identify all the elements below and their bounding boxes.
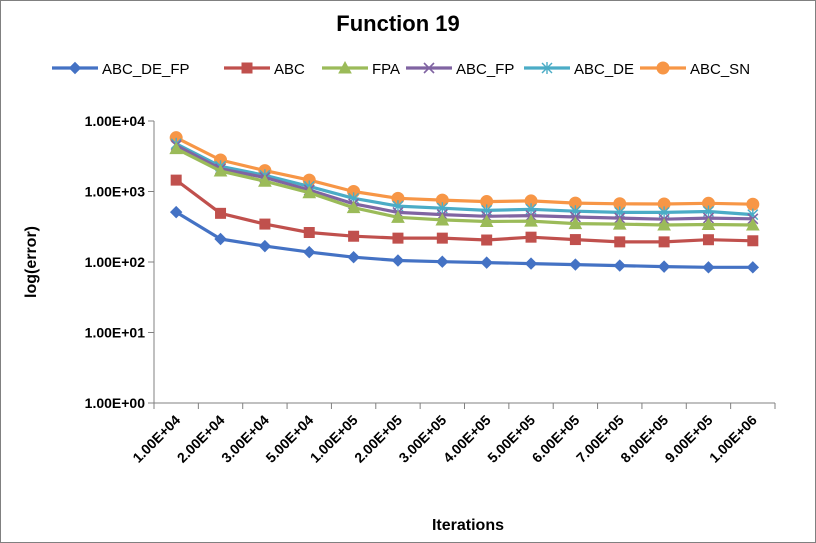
series-fpa	[169, 141, 760, 231]
data-point-fpa	[745, 217, 760, 231]
data-point-fpa	[391, 210, 405, 223]
series-line-fpa	[175, 147, 753, 227]
data-point-abc-de-fp	[657, 260, 671, 273]
data-point-abc-de-fp	[569, 258, 582, 271]
series-line-abc-de-fp	[175, 210, 753, 269]
data-point-abc	[481, 234, 493, 246]
data-point-abc-de-fp	[214, 232, 227, 246]
data-point-fpa	[302, 185, 317, 199]
data-point-abc	[348, 230, 360, 242]
legend-label-abc-de-fp: ABC_DE_FP	[102, 61, 190, 78]
data-point-abc	[747, 235, 759, 247]
x-tick-label: 3.00E+04	[218, 412, 272, 466]
legend-label-abc-de: ABC_DE	[574, 61, 634, 78]
legend-item-abc-fp: ABC_FP	[406, 61, 514, 78]
x-tick-label: 3.00E+05	[395, 412, 449, 466]
data-point-abc-de-fp	[258, 239, 272, 253]
y-tick-label: 1.00E+03	[85, 184, 146, 200]
x-tick-label: 5.00E+04	[262, 412, 316, 466]
data-point-abc	[569, 234, 581, 246]
legend-label-abc-fp: ABC_FP	[456, 61, 514, 78]
data-point-abc	[436, 232, 448, 244]
data-point-abc	[259, 218, 271, 230]
legend-item-fpa: FPA	[322, 60, 400, 78]
data-point-abc	[702, 234, 714, 246]
data-point-abc	[303, 227, 315, 239]
data-point-fpa	[612, 217, 627, 230]
x-tick-label: 7.00E+05	[573, 412, 627, 466]
legend-marker-abc-de	[541, 62, 553, 74]
series-line-abc-de	[175, 142, 753, 217]
legend-item-abc-de-fp: ABC_DE_FP	[52, 61, 190, 78]
data-point-abc	[392, 232, 404, 244]
x-tick-label: 1.00E+04	[129, 412, 183, 466]
data-point-abc-de-fp	[303, 245, 316, 259]
plot-area: 1.00E+00 1.00E+01 1.00E+02 1.00E+03 1.00E+04…	[85, 113, 776, 466]
data-point-abc-de-fp	[436, 255, 449, 268]
legend-label-fpa: FPA	[372, 61, 400, 78]
x-tick-label: 8.00E+05	[617, 412, 671, 466]
data-point-abc-de-fp	[746, 261, 760, 274]
data-point-abc	[170, 174, 182, 186]
data-point-abc-de-fp	[613, 259, 626, 272]
data-point-abc-de-fp	[702, 261, 715, 274]
legend-item-abc-de: ABC_DE	[524, 61, 634, 78]
x-tick-label: 1.00E+05	[307, 412, 361, 466]
data-point-fpa	[213, 164, 228, 177]
legend-marker-abc-de-fp	[68, 61, 82, 75]
x-tick-label: 6.00E+05	[529, 412, 583, 466]
legend-item-abc-sn: ABC_SN	[640, 61, 750, 78]
x-axis-label: Iterations	[432, 517, 504, 534]
chart-title: Function 19	[336, 11, 459, 36]
x-tick-label: 2.00E+04	[174, 412, 228, 466]
x-tick-label: 1.00E+06	[706, 412, 760, 466]
y-tick-label: 1.00E+02	[85, 254, 146, 270]
series-line-abc	[175, 178, 753, 244]
legend-marker-abc-sn	[656, 61, 670, 75]
y-axis-label: log(error)	[23, 226, 40, 298]
legend-label-abc-sn: ABC_SN	[690, 61, 750, 78]
series-abc-de	[170, 137, 759, 221]
series-line-abc-fp	[175, 143, 753, 221]
data-point-abc-sn	[746, 197, 760, 211]
series-abc-de-fp	[169, 205, 760, 274]
legend-label-abc: ABC	[274, 61, 305, 78]
y-tick-label: 1.00E+01	[85, 325, 146, 341]
x-tick-label: 5.00E+05	[484, 412, 538, 466]
data-point-abc-de-fp	[169, 205, 183, 219]
series-line-abc-sn	[175, 136, 753, 206]
x-tick-label: 4.00E+05	[440, 412, 494, 466]
data-point-abc	[215, 207, 227, 219]
data-point-abc	[658, 236, 670, 248]
data-point-abc-de-fp	[347, 250, 360, 264]
data-point-fpa	[258, 174, 272, 187]
x-tick-label: 2.00E+05	[351, 412, 405, 466]
data-point-fpa	[568, 216, 583, 230]
x-tick-label: 9.00E+05	[662, 412, 716, 466]
data-point-fpa	[657, 217, 671, 231]
legend-marker-abc	[241, 62, 253, 74]
series-abc-sn	[169, 131, 760, 211]
y-tick-label: 1.00E+04	[85, 113, 146, 129]
data-point-fpa	[479, 214, 494, 228]
y-tick-label: 1.00E+00	[85, 395, 146, 411]
legend-marker-abc-fp	[423, 62, 435, 74]
data-point-abc	[614, 236, 626, 248]
data-point-abc	[525, 231, 537, 243]
data-point-fpa	[169, 141, 184, 155]
data-point-fpa	[346, 200, 361, 214]
legend-marker-fpa	[338, 60, 352, 74]
data-point-fpa	[701, 217, 716, 231]
data-point-fpa	[435, 212, 450, 226]
data-point-fpa	[524, 214, 538, 227]
data-point-abc-de-fp	[391, 254, 405, 267]
legend: ABC_DE_FP ABC FPA ABC_FP ABC_DE ABC_SN	[52, 60, 750, 78]
data-point-abc-de-fp	[524, 257, 538, 270]
data-point-abc-de-fp	[480, 256, 493, 269]
series-abc	[170, 174, 759, 248]
legend-item-abc: ABC	[224, 61, 305, 78]
